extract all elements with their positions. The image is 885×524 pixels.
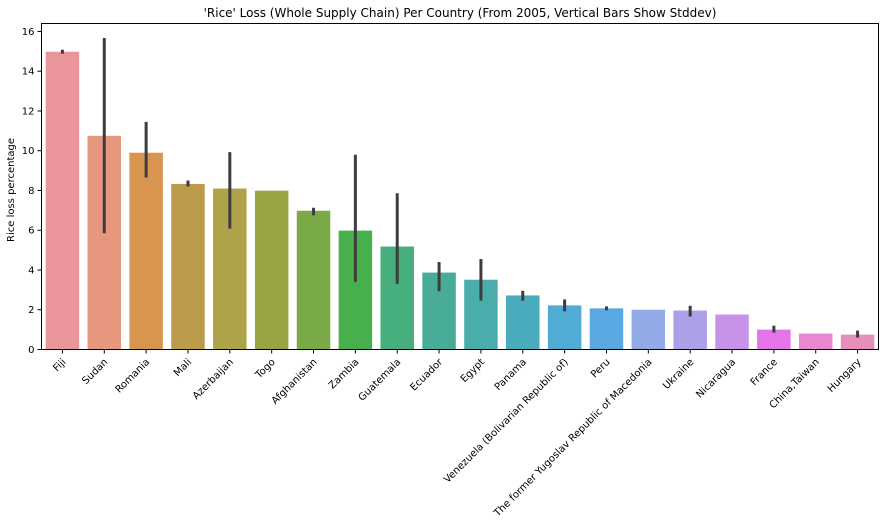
x-tick-label-5: Azerbaijan — [191, 357, 236, 402]
error-bars-group — [60, 38, 860, 338]
y-tick-label-7: 12 — [22, 106, 35, 117]
x-tick-label-11: Egypt — [459, 357, 487, 385]
y-tick-label-6: 10 — [22, 146, 35, 157]
x-tick-label-16: Ukraine — [661, 357, 696, 392]
y-tick-label-9: 16 — [22, 27, 35, 38]
x-tick-label-14: Peru — [589, 357, 613, 381]
chart-title: 'Rice' Loss (Whole Supply Chain) Per Cou… — [204, 6, 717, 20]
bar-14 — [589, 308, 624, 350]
y-tick-label-1: 0 — [28, 345, 34, 356]
y-tick-label-2: 2 — [28, 305, 34, 316]
x-tick-label-1: Fiji — [51, 357, 68, 374]
bar-13 — [547, 305, 582, 350]
y-axis-label: Rice loss percentage — [6, 138, 17, 242]
bar-18 — [757, 329, 791, 350]
x-tick-label-9: Guatemala — [357, 357, 404, 404]
y-tick-label-8: 14 — [22, 67, 35, 78]
bar-12 — [506, 295, 540, 350]
bar-4 — [171, 183, 205, 350]
bar-7 — [296, 210, 331, 350]
x-tick-label-3: Romania — [114, 357, 153, 396]
bar-3 — [129, 152, 163, 350]
x-tick-label-18: France — [749, 357, 780, 388]
bar-1 — [45, 51, 80, 350]
x-tick-label-4: Mali — [172, 357, 194, 379]
x-tick-label-17: Nicaragua — [694, 357, 738, 401]
y-tick-label-3: 4 — [28, 265, 34, 276]
bar-16 — [673, 310, 707, 350]
x-tick-label-8: Zambia — [327, 357, 362, 392]
x-tick-label-12: Panama — [493, 357, 529, 393]
y-tick-label-5: 8 — [28, 186, 34, 197]
bar-15 — [631, 309, 666, 350]
y-tick-label-4: 6 — [28, 226, 34, 237]
x-tick-label-20: Hungary — [826, 357, 864, 395]
y-axis: 0 2 4 6 8 10 12 14 16 — [22, 27, 42, 356]
x-tick-label-15: The former Yugoslav Republic of Macedoni… — [492, 357, 655, 520]
bar-20 — [840, 334, 875, 350]
bar-17 — [715, 314, 749, 350]
x-tick-label-10: Ecuador — [409, 356, 446, 393]
bars-group — [45, 51, 875, 350]
x-tick-label-6: Togo — [253, 357, 278, 382]
x-tick-label-2: Sudan — [80, 357, 110, 387]
bar-19 — [798, 333, 833, 350]
plot-frame — [41, 23, 879, 350]
bar-6 — [254, 190, 289, 350]
